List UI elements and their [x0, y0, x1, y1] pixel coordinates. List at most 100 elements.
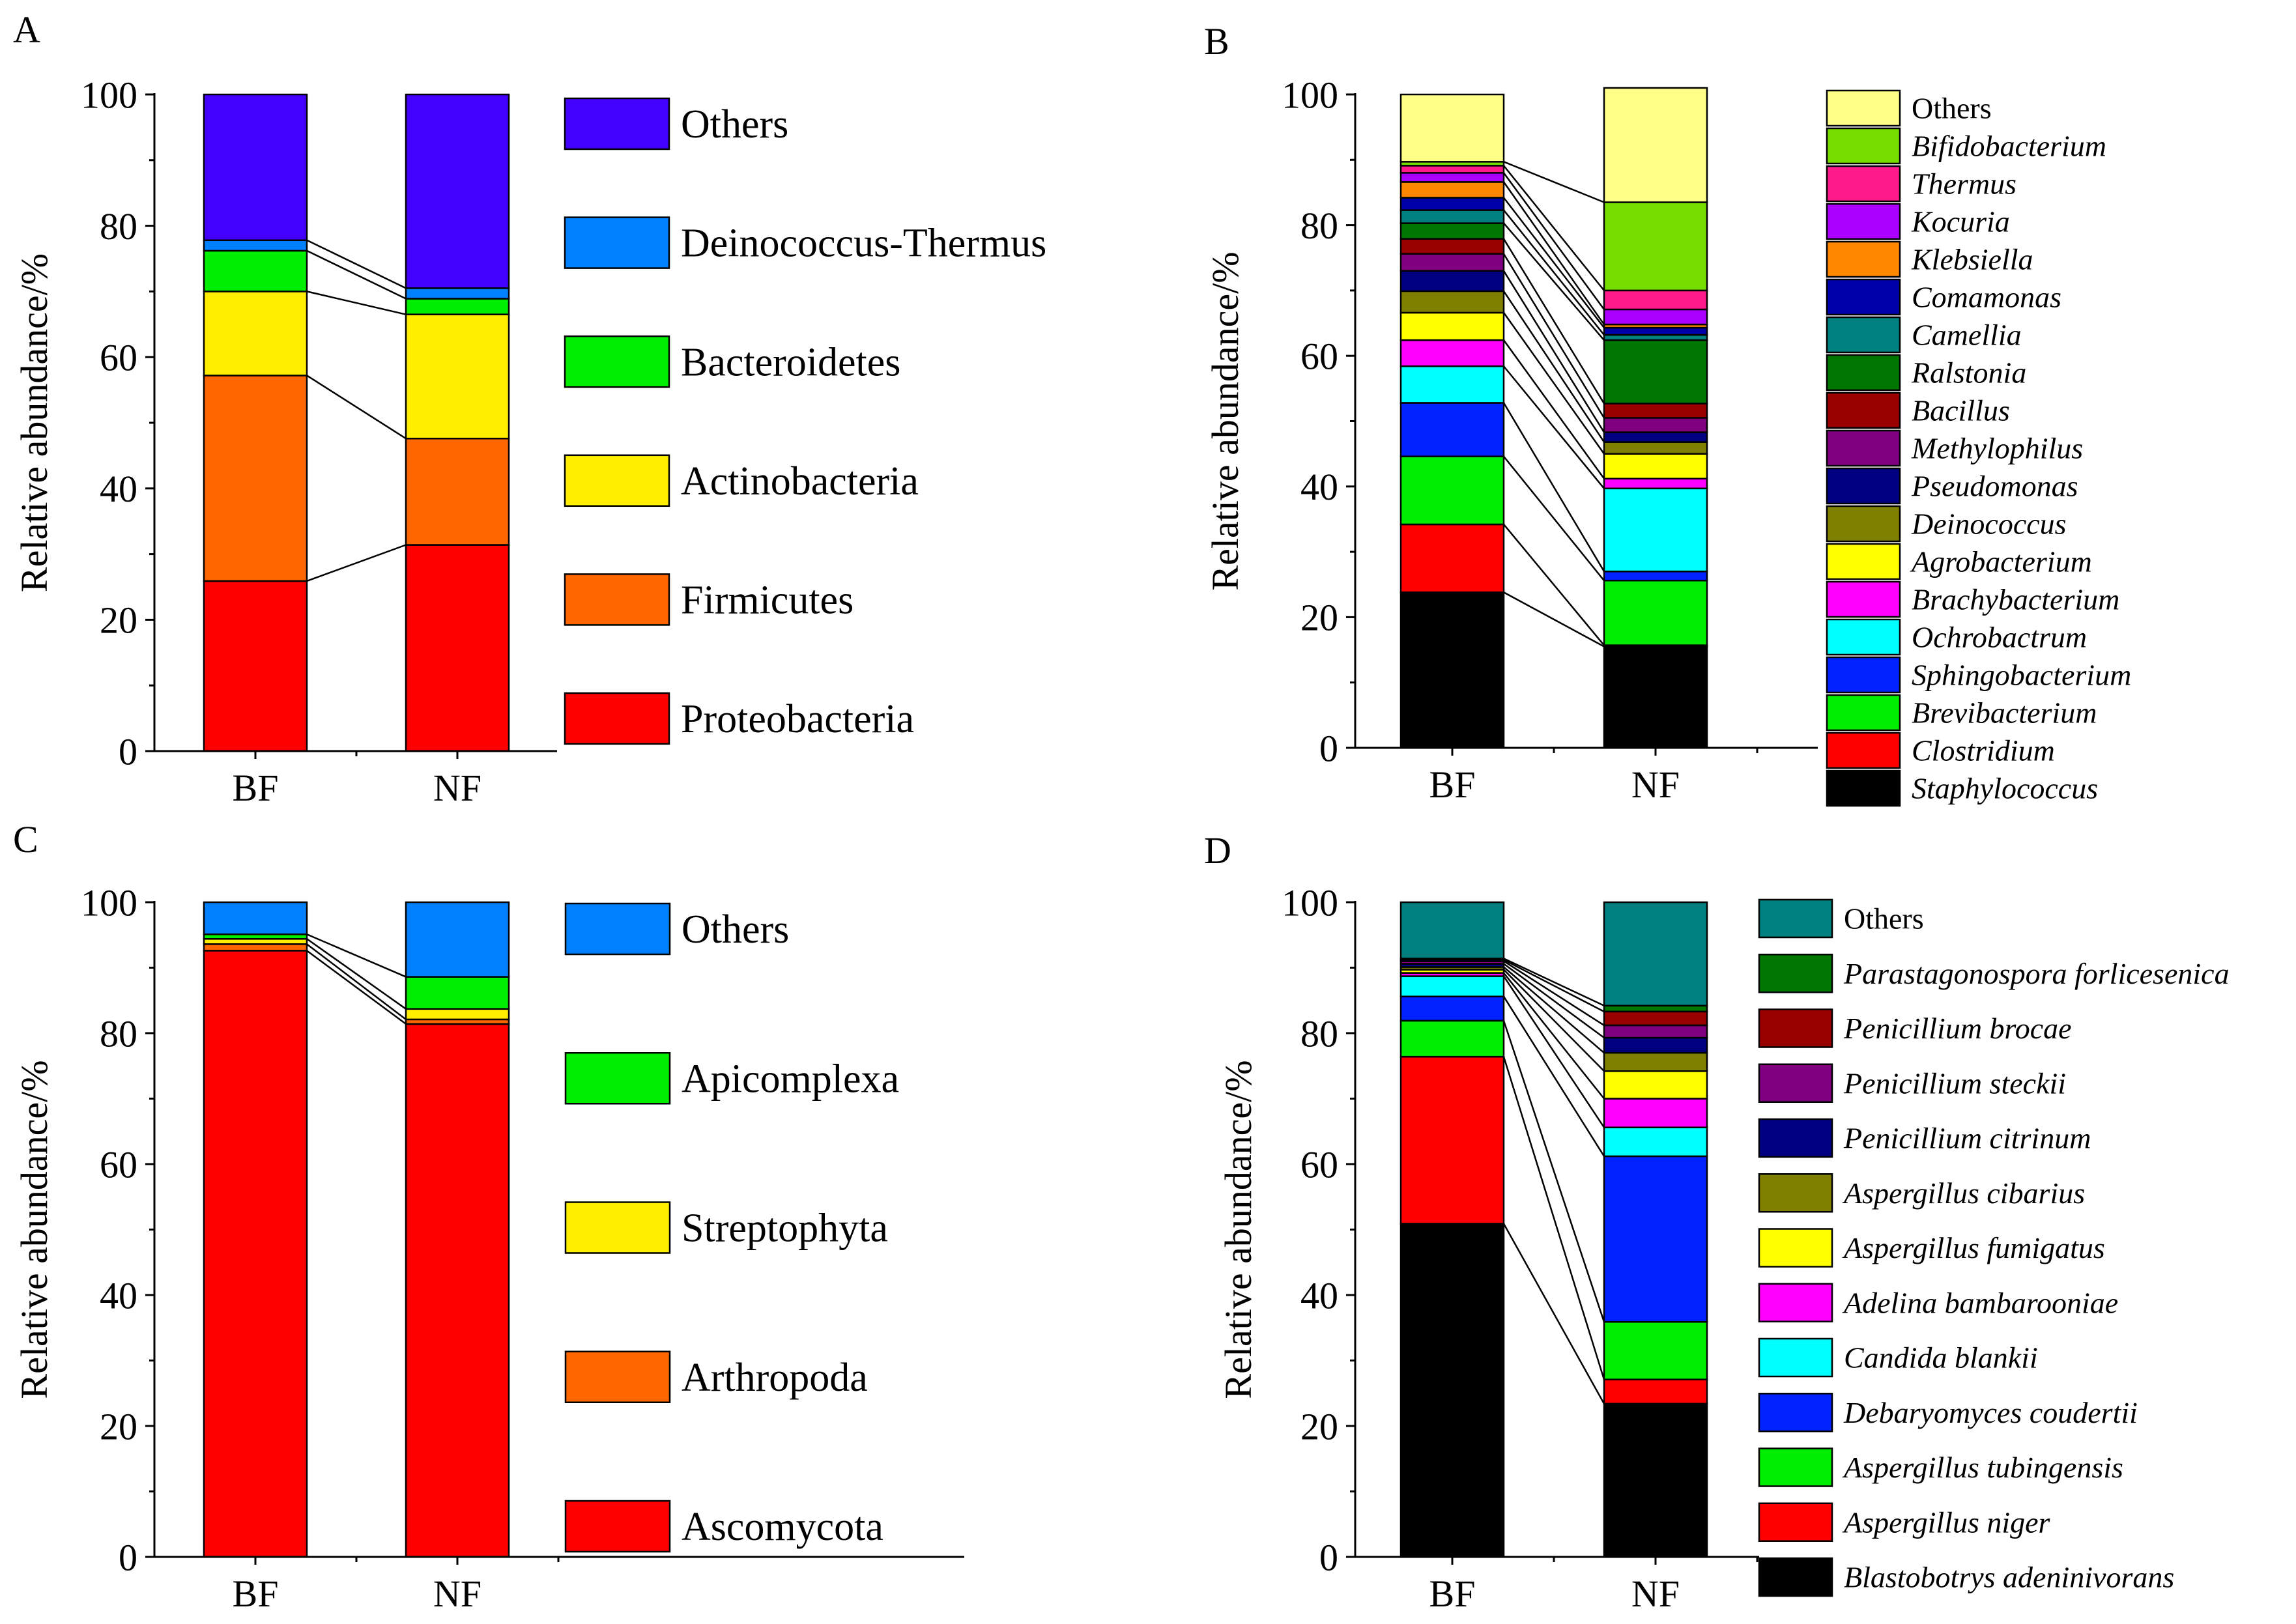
- bar-segment-bf: [1399, 1019, 1505, 1058]
- legend-swatch: [564, 902, 671, 956]
- y-tick-label: 40: [1300, 466, 1338, 508]
- bar-segment-bf: [203, 580, 308, 752]
- legend-item: Candida blankii: [1758, 1337, 2038, 1378]
- legend-label: Ochrobactrum: [1912, 621, 2087, 654]
- y-axis-title: Relative abundance/%: [1217, 1060, 1259, 1399]
- legend-item: Klebsiella: [1826, 240, 2033, 278]
- legend-item: Bifidobacterium: [1826, 127, 2106, 165]
- legend-swatch: [564, 1350, 671, 1403]
- legend-swatch: [1826, 656, 1901, 694]
- legend-label: Aspergillus tubingensis: [1842, 1451, 2123, 1484]
- legend-label: Actinobacteria: [681, 459, 919, 504]
- legend-swatch: [1826, 278, 1901, 316]
- legend-swatch: [1826, 429, 1901, 467]
- panel-c: C 0 20 40 60 80 100 BF NF Relative abundance/% Asc…: [13, 818, 964, 1615]
- bar-segment-nf: [405, 93, 510, 289]
- legend-item: Ochrobactrum: [1826, 618, 2087, 656]
- connector-line: [1502, 253, 1605, 419]
- connector-line: [1502, 402, 1605, 572]
- bar-segment-nf: [1603, 477, 1708, 490]
- y-tick-label: 40: [100, 1274, 137, 1317]
- x-tick-label-bf: BF: [233, 767, 279, 809]
- legend-label: Others: [1844, 902, 1924, 935]
- legend-swatch: [1826, 505, 1901, 543]
- legend-item: Staphylococcus: [1826, 769, 2098, 807]
- bar-segment-nf: [1603, 417, 1708, 433]
- legend-label: Sphingobacterium: [1912, 659, 2131, 692]
- y-tick-label: 20: [100, 599, 137, 642]
- bar-segment-nf: [1603, 487, 1708, 573]
- legend-label: Aspergillus cibarius: [1842, 1176, 2085, 1210]
- bar-segment-nf: [1603, 1010, 1708, 1027]
- legend-swatch: [1826, 354, 1901, 392]
- bar-segment-nf: [1603, 1004, 1708, 1013]
- x-tick-label-nf: NF: [1631, 763, 1680, 806]
- bar-segment-bf: [203, 950, 308, 1558]
- bar-segment-nf: [1603, 308, 1708, 326]
- connector-line: [1503, 455, 1605, 582]
- legend-label: Bifidobacterium: [1912, 130, 2106, 163]
- legend-swatch: [1758, 1337, 1833, 1378]
- legend-swatch: [1758, 898, 1833, 939]
- panel-a-connectors: [306, 239, 407, 582]
- connector-line: [1502, 996, 1605, 1157]
- legend-swatch: [1758, 1228, 1833, 1268]
- legend-swatch: [564, 692, 670, 745]
- connector-line: [306, 943, 407, 1020]
- bar-segment-nf: [1603, 1320, 1708, 1380]
- panel-c-bars: [203, 901, 510, 1558]
- bar-segment-bf: [1399, 253, 1505, 272]
- legend-item: Bacillus: [1826, 392, 2010, 429]
- legend-label: Arthropoda: [682, 1356, 868, 1400]
- bar-segment-nf: [1603, 289, 1708, 311]
- connector-line: [1503, 197, 1605, 328]
- legend-swatch: [1758, 1502, 1833, 1542]
- y-tick-label: 20: [1300, 1405, 1338, 1447]
- legend-item: Comamonas: [1826, 278, 2061, 316]
- legend-item: Aspergillus fumigatus: [1758, 1228, 2105, 1268]
- panel-a: A 0 20 40 60 80 100 BF NF Relative abundance/% Pro…: [13, 8, 1046, 809]
- legend-swatch: [564, 1052, 671, 1105]
- legend-swatch: [1758, 1447, 1833, 1487]
- bar-segment-bf: [1399, 290, 1505, 314]
- bar-segment-bf: [1399, 181, 1505, 199]
- bar-segment-nf: [1603, 1024, 1708, 1039]
- legend-item: Others: [1826, 89, 1992, 127]
- legend-item: Deinococcus: [1826, 505, 2067, 543]
- connector-line: [1503, 958, 1605, 1006]
- y-tick-label: 80: [100, 205, 137, 248]
- legend-label: Staphylococcus: [1912, 772, 2098, 805]
- legend-label: Others: [1912, 92, 1992, 125]
- y-tick-label: 80: [100, 1012, 137, 1055]
- legend-item: Streptophyta: [564, 1201, 888, 1254]
- connector-line: [306, 249, 407, 300]
- legend-label: Proteobacteria: [681, 697, 914, 741]
- y-axis-title: Relative abundance/%: [13, 1060, 55, 1399]
- x-tick-label-bf: BF: [1429, 1573, 1476, 1615]
- y-tick-label: 0: [1319, 727, 1338, 769]
- connector-line: [1502, 291, 1605, 443]
- legend-item: Adelina bambarooniae: [1758, 1283, 2118, 1322]
- legend-swatch: [564, 97, 670, 150]
- legend-swatch: [1826, 732, 1901, 769]
- legend-item: Aspergillus niger: [1758, 1502, 2051, 1542]
- panel-b-connectors: [1502, 161, 1605, 648]
- legend-item: Arthropoda: [564, 1350, 868, 1403]
- legend-label: Brevibacterium: [1912, 696, 2097, 730]
- y-axis-title: Relative abundance/%: [1204, 251, 1246, 590]
- legend-label: Thermus: [1912, 167, 2016, 201]
- connector-line: [1502, 975, 1605, 1128]
- bar-segment-nf: [1603, 579, 1708, 646]
- panel-a-legend: Proteobacteria Firmicutes Actinobacteria Ba…: [564, 97, 1046, 745]
- legend-label: Agrobacterium: [1910, 545, 2092, 578]
- bar-segment-bf: [1399, 165, 1505, 174]
- legend-swatch: [564, 335, 670, 388]
- panel-b-bars: [1399, 87, 1708, 749]
- panel-a-label: A: [13, 8, 40, 51]
- x-tick-label-bf: BF: [1429, 763, 1476, 806]
- panel-c-legend: Ascomycota Arthropoda Streptophyta Apicompl…: [564, 902, 899, 1553]
- connector-line: [1503, 972, 1605, 1100]
- connector-line: [306, 950, 407, 1025]
- panel-c-label: C: [13, 818, 38, 861]
- bar-segment-bf: [1399, 339, 1505, 367]
